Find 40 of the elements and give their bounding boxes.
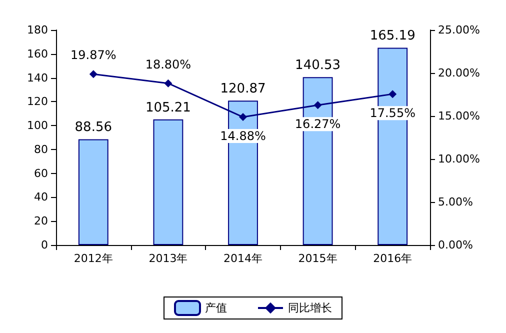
x-tick-label: 2014年 (224, 252, 262, 265)
x-tick-label: 2013年 (148, 252, 188, 265)
y-tick-label: 80 (34, 142, 48, 156)
point (164, 79, 172, 88)
y-tick-label: 100 (27, 119, 48, 132)
data-label: 19.87% (70, 48, 116, 62)
point (239, 113, 247, 122)
x-tick-label: 2016年 (373, 252, 412, 265)
point (89, 70, 98, 78)
y-tick-label: 60 (34, 166, 48, 180)
y-tick-label: 160 (27, 47, 48, 60)
y2-tick-label: 10.00% (438, 152, 480, 166)
y2-tick-label: 20.00% (438, 66, 480, 80)
y2-tick-label: 15.00% (438, 110, 480, 122)
data-label: 165.19 (370, 28, 416, 44)
y-tick-label: 180 (27, 24, 48, 36)
data-label: 105.21 (145, 100, 191, 116)
bar (153, 119, 184, 245)
y-tick-label: 20 (34, 214, 48, 228)
data-label: 120.87 (220, 82, 266, 97)
legend-label: 同比增长 (288, 302, 332, 314)
y-tick-label: 140 (27, 71, 48, 84)
data-label: 16.27% (294, 117, 341, 132)
data-label: 17.55% (370, 106, 416, 120)
y-tick-label: 120 (27, 95, 48, 108)
point (388, 90, 397, 98)
y2-tick-label: 0.00% (438, 238, 473, 252)
data-label: 140.53 (295, 58, 341, 74)
data-label: 88.56 (74, 120, 112, 136)
data-label: 14.88% (220, 129, 266, 144)
bar (78, 139, 108, 245)
legend-label: 产值 (205, 302, 227, 314)
y2-tick-label: 25.00% (438, 24, 480, 36)
x-tick-label: 2012年 (74, 252, 113, 265)
y2-tick-label: 5.00% (438, 196, 473, 208)
y-tick-label: 40 (34, 190, 48, 204)
y-tick-label: 0 (41, 238, 48, 252)
point (314, 101, 322, 110)
data-label: 18.80% (145, 57, 192, 72)
x-tick-label: 2015年 (298, 252, 338, 265)
